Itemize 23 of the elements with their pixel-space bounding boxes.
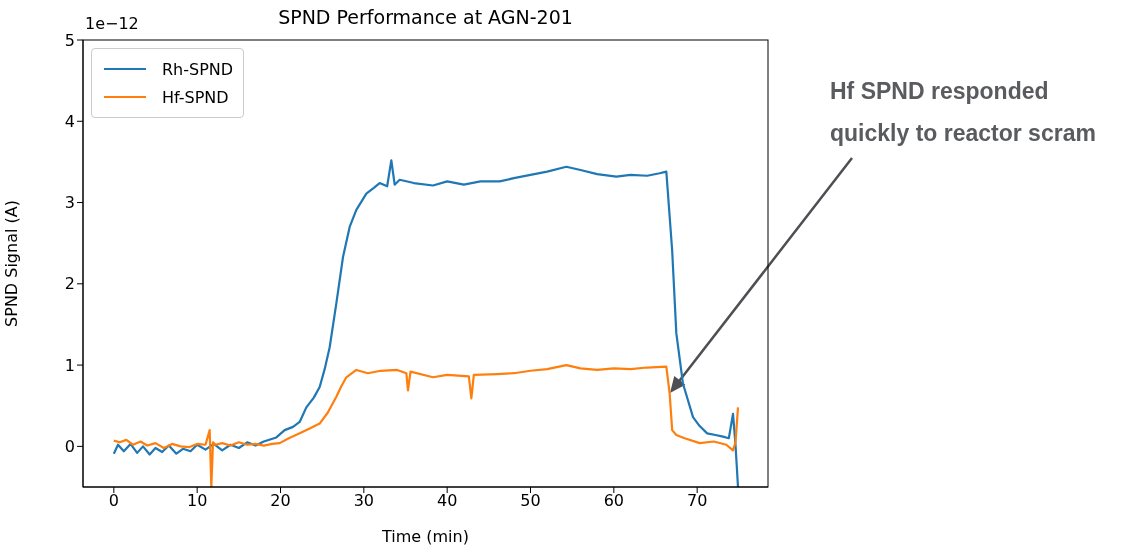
x-tick-label: 20 (270, 491, 291, 511)
x-axis-title: Time (min) (381, 527, 469, 546)
text: Hf SPND responded quickly to reactor scram (830, 77, 1097, 148)
x-tick-label: 0 (108, 491, 119, 511)
x-tick-label: 40 (436, 491, 458, 511)
x-tick-label: 70 (686, 491, 708, 511)
y-tick-label: 2 (64, 274, 75, 294)
x-tick-label: 60 (603, 491, 625, 511)
y-tick-label: 0 (64, 437, 75, 457)
y-tick-label: 1 (64, 355, 75, 375)
legend-label: Rh-SPND (162, 59, 234, 79)
y-axis-title: SPND Signal (A) (1, 200, 21, 327)
text: 1e−12 (85, 14, 139, 33)
x-tick-label: 30 (353, 491, 375, 511)
y-tick-label: 4 (64, 111, 75, 131)
x-tick-label: 50 (520, 491, 541, 511)
y-tick-label: 5 (64, 30, 75, 50)
legend-label: Hf-SPND (162, 87, 229, 107)
y-tick-label: 3 (64, 193, 75, 213)
x-tick-label: 10 (186, 491, 208, 511)
line-series (112, 159, 740, 487)
line-series (112, 363, 740, 487)
chart-title: SPND Performance at AGN-201 (278, 6, 573, 28)
